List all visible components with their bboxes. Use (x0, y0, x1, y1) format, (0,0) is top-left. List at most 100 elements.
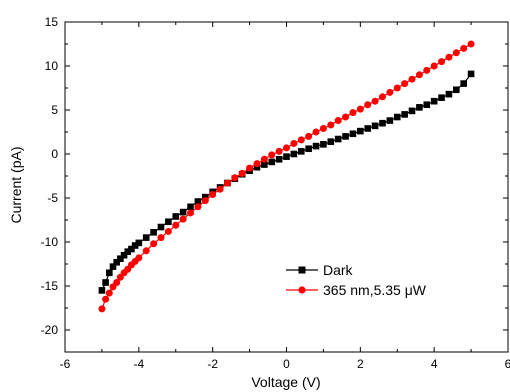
data-point (371, 122, 379, 130)
data-point (187, 209, 195, 217)
data-point (187, 203, 194, 211)
data-point (297, 148, 305, 155)
data-point (142, 247, 150, 255)
data-point (283, 144, 290, 152)
data-point (106, 269, 113, 277)
x-tick-label: 0 (283, 357, 290, 371)
data-point (261, 161, 268, 168)
x-tick-label: 4 (431, 357, 438, 371)
data-point (334, 135, 342, 143)
legend: Dark 365 nm,5.35 μW (286, 262, 427, 298)
y-tick-label: 10 (45, 59, 59, 73)
data-point (238, 169, 246, 177)
data-point (453, 86, 460, 94)
data-point (275, 155, 283, 163)
legend-dark-marker (298, 266, 306, 274)
x-tick-label: -4 (133, 357, 144, 371)
data-point (102, 295, 110, 303)
data-point (327, 121, 335, 129)
plot-frame (64, 21, 509, 353)
data-point (393, 113, 401, 121)
data-point (290, 139, 298, 147)
data-point (312, 128, 320, 136)
data-point (423, 66, 431, 74)
data-point (98, 287, 106, 294)
data-point (142, 234, 150, 241)
data-point (290, 150, 298, 158)
y-tick-label: 5 (51, 103, 58, 117)
data-point (349, 109, 357, 117)
data-point (305, 132, 313, 140)
data-point (150, 229, 157, 236)
data-point (157, 223, 165, 231)
data-point (179, 215, 187, 223)
data-point (194, 203, 202, 211)
data-point (342, 133, 349, 140)
data-point (297, 136, 305, 144)
data-point (334, 117, 342, 125)
y-tick-label: 15 (45, 15, 59, 29)
data-point (430, 97, 438, 105)
data-point (452, 49, 460, 57)
data-point (275, 147, 283, 155)
data-point (172, 213, 180, 220)
x-tick-label: -2 (207, 357, 218, 371)
data-point (320, 141, 327, 148)
data-point (194, 198, 202, 205)
axes-layer (64, 21, 509, 353)
data-point (172, 221, 180, 229)
data-point (268, 151, 276, 159)
data-point (201, 197, 209, 205)
data-point (117, 255, 124, 263)
data-point (445, 53, 453, 61)
legend-uv-label: 365 nm,5.35 μW (323, 282, 427, 298)
series-layer (98, 40, 475, 313)
series-1 (98, 40, 475, 313)
data-point (342, 113, 350, 121)
data-point (371, 97, 379, 105)
data-point (356, 105, 364, 113)
data-point (467, 70, 475, 78)
legend-uv-marker (298, 286, 306, 294)
data-point (349, 130, 357, 138)
data-point (416, 104, 423, 111)
data-point (445, 90, 453, 98)
x-axis-label: Voltage (V) (251, 374, 320, 390)
data-point (113, 258, 120, 266)
data-point (460, 80, 467, 87)
data-point (231, 174, 239, 182)
y-tick-label: -10 (41, 235, 59, 249)
data-point (223, 179, 231, 187)
data-point (379, 119, 386, 127)
series-line (101, 73, 472, 291)
data-point (246, 164, 254, 172)
data-point (135, 254, 143, 262)
data-point (135, 239, 143, 247)
y-tick-label: -15 (41, 279, 59, 293)
series-line (101, 43, 472, 310)
data-point (164, 227, 172, 235)
data-point (201, 193, 209, 201)
data-point (401, 111, 408, 118)
data-point (305, 145, 312, 153)
data-point (260, 155, 268, 163)
data-point (327, 138, 335, 145)
data-point (120, 251, 128, 259)
data-point (460, 44, 468, 52)
data-point (408, 107, 416, 115)
data-point (378, 93, 386, 101)
legend-dark-label: Dark (323, 262, 354, 278)
x-tick-label: 6 (505, 357, 510, 371)
data-point (165, 218, 172, 226)
data-point (124, 248, 132, 255)
data-point (102, 279, 109, 286)
data-point (253, 163, 261, 171)
data-point (386, 88, 394, 96)
data-point (131, 242, 139, 249)
data-point (364, 125, 372, 132)
data-point (312, 142, 320, 150)
data-point (386, 117, 394, 124)
data-point (415, 71, 423, 79)
